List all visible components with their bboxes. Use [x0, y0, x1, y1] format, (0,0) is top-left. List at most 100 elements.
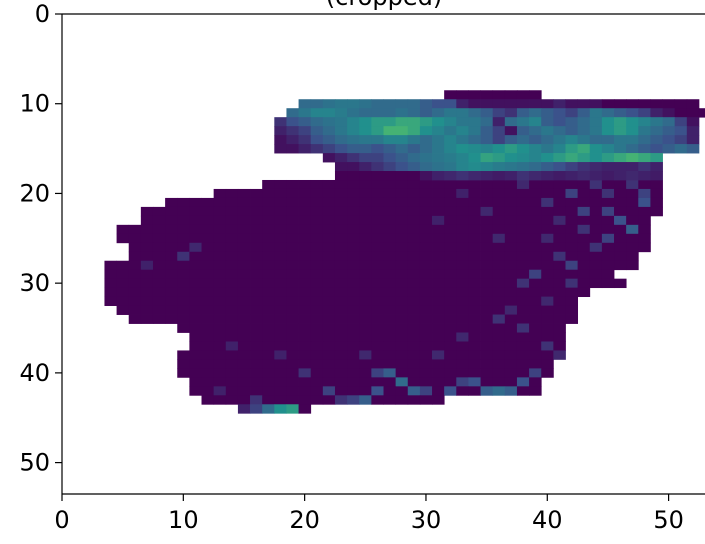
heatmap-cell	[504, 197, 518, 208]
heatmap-cell	[359, 206, 372, 217]
heatmap-cell	[237, 368, 251, 378]
heatmap-cell	[334, 153, 348, 163]
heatmap-cell	[492, 197, 506, 208]
heatmap-cell	[310, 99, 324, 109]
heatmap-cell	[492, 144, 506, 154]
heatmap-cell	[237, 305, 251, 315]
heatmap-cell	[250, 224, 263, 235]
heatmap-cell	[565, 287, 579, 298]
heatmap-cell	[650, 117, 663, 127]
heatmap-cell	[565, 197, 579, 208]
heatmap-cell	[541, 269, 554, 280]
heatmap-cell	[468, 108, 481, 118]
heatmap-cell	[468, 242, 481, 253]
heatmap-cell	[165, 260, 178, 271]
heatmap-cell	[213, 287, 227, 298]
heatmap-cell	[347, 171, 360, 181]
heatmap-cell	[565, 153, 579, 163]
heatmap-cell	[395, 323, 409, 333]
heatmap-cell	[310, 197, 324, 208]
heatmap-cell	[250, 251, 263, 262]
heatmap-cell	[116, 224, 130, 235]
heatmap-cell	[541, 188, 554, 199]
heatmap-cell	[407, 224, 421, 235]
heatmap-cell	[432, 305, 445, 315]
heatmap-cell	[152, 206, 166, 217]
heatmap-cell	[383, 377, 397, 387]
heatmap-cell	[274, 386, 287, 396]
heatmap-cell	[674, 108, 688, 118]
heatmap-cell	[262, 395, 275, 405]
heatmap-cell	[480, 269, 494, 280]
heatmap-cell	[310, 260, 324, 271]
heatmap-cell	[516, 233, 530, 244]
heatmap-cell	[274, 332, 287, 342]
heatmap-cell	[322, 242, 336, 253]
heatmap-cell	[262, 305, 275, 315]
heatmap-cell	[407, 350, 421, 360]
heatmap-cell	[589, 215, 603, 226]
heatmap-cell	[334, 377, 348, 387]
heatmap-cell	[201, 305, 215, 315]
heatmap-cell	[614, 126, 627, 136]
heatmap-cell	[310, 332, 324, 342]
heatmap-cell	[359, 179, 372, 190]
heatmap-cell	[322, 126, 336, 136]
heatmap-cell	[359, 368, 372, 378]
heatmap-cell	[480, 144, 494, 154]
heatmap-cell	[201, 278, 215, 289]
heatmap-cell	[456, 108, 469, 118]
heatmap-cell	[662, 117, 676, 127]
heatmap-cell	[286, 386, 299, 396]
heatmap-cell	[626, 179, 639, 190]
heatmap-cell	[516, 179, 530, 190]
heatmap-cell	[177, 242, 190, 253]
heatmap-cell	[601, 126, 615, 136]
heatmap-cell	[383, 260, 397, 271]
heatmap-cell	[189, 233, 202, 244]
heatmap-cell	[201, 260, 215, 271]
heatmap-cell	[456, 188, 469, 199]
heatmap-cell	[650, 99, 663, 109]
heatmap-cell	[347, 359, 360, 369]
heatmap-cell	[310, 350, 324, 360]
heatmap-cell	[262, 260, 275, 271]
heatmap-cell	[262, 377, 275, 387]
heatmap-cell	[553, 224, 566, 235]
heatmap-cell	[407, 162, 421, 172]
heatmap-cell	[529, 269, 542, 280]
heatmap-cell	[322, 278, 336, 289]
heatmap-cell	[529, 99, 542, 109]
heatmap-cell	[359, 144, 372, 154]
heatmap-cell	[165, 251, 178, 262]
heatmap-cell	[395, 215, 409, 226]
heatmap-cell	[529, 242, 542, 253]
heatmap-cell	[626, 224, 639, 235]
heatmap-cell	[492, 224, 506, 235]
heatmap-cell	[419, 251, 433, 262]
heatmap-cell	[274, 314, 287, 324]
heatmap-cell	[371, 278, 384, 289]
heatmap-cell	[286, 314, 299, 324]
heatmap-cell	[565, 251, 579, 262]
heatmap-cell	[359, 224, 372, 235]
heatmap-cell	[116, 233, 130, 244]
heatmap-cell	[662, 99, 676, 109]
heatmap-cell	[225, 215, 239, 226]
heatmap-cell	[444, 260, 457, 271]
heatmap-cell	[334, 314, 348, 324]
heatmap-cell	[565, 269, 579, 280]
heatmap-cell	[298, 197, 312, 208]
heatmap-cell	[298, 305, 312, 315]
heatmap-cell	[577, 108, 591, 118]
heatmap-cell	[237, 395, 251, 405]
heatmap-cell	[529, 135, 542, 145]
heatmap-cell	[456, 179, 469, 190]
heatmap-cell	[614, 144, 627, 154]
heatmap-cell	[359, 188, 372, 199]
heatmap-cell	[468, 233, 481, 244]
heatmap-cell	[322, 314, 336, 324]
heatmap-cell	[419, 153, 433, 163]
heatmap-cell	[480, 305, 494, 315]
